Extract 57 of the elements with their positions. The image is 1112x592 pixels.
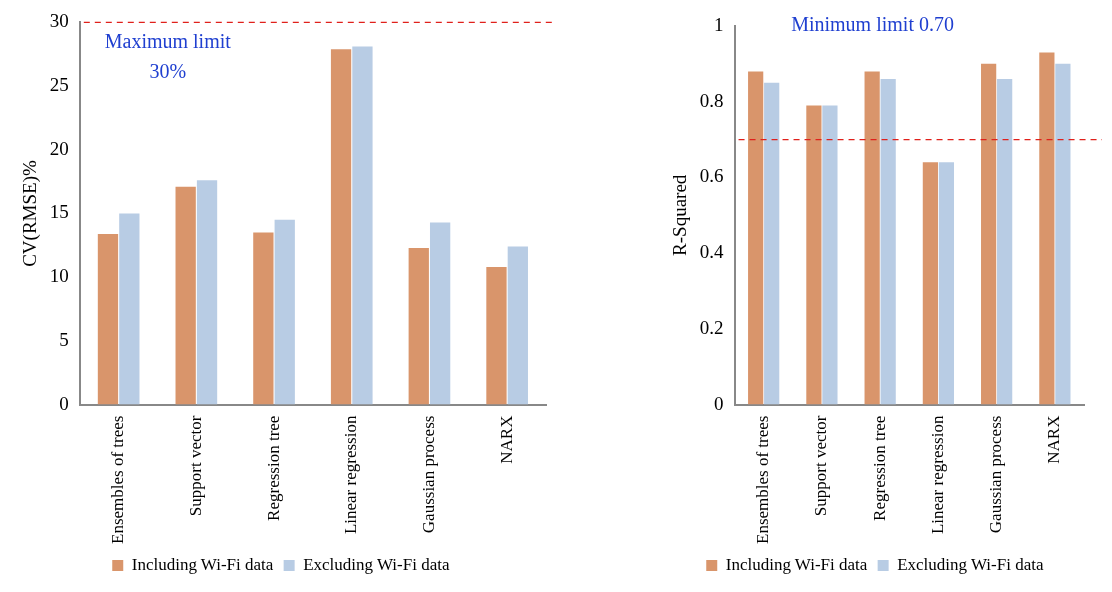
y-tick-label: 25 [49,74,69,96]
bar [880,79,896,405]
y-axis-title: R-Squared [669,174,691,256]
bar [1039,52,1055,405]
bar [175,186,196,405]
x-tick-label: Regression tree [869,415,889,521]
y-axis-title: CV(RMSE)% [19,160,42,267]
bar [806,105,822,405]
x-tick-label: Linear regression [927,415,947,535]
bar [764,82,780,405]
bar [196,180,218,405]
bar [253,232,274,405]
y-tick-label: 0.4 [699,241,725,263]
y-tick-label: 30 [49,10,69,32]
x-tick-label: Regression tree [263,415,283,521]
y-tick-label: 1 [714,13,724,35]
x-tick-label: Gaussian process [986,415,1006,534]
x-tick-label: Ensembles of trees [753,415,773,544]
bar [938,162,955,405]
bar [274,219,295,405]
bar [97,233,119,405]
x-tick-label: Ensembles of trees [108,415,128,544]
x-tick-label: NARX [496,415,516,464]
y-tick-label: 0.6 [699,165,724,187]
legend-label: Excluding Wi-Fi data [303,554,450,574]
bar [864,71,880,405]
bar [119,213,140,405]
bar [330,49,352,405]
bar [922,162,938,405]
x-tick-label: Support vector [185,415,205,517]
y-tick-label: 0 [714,392,724,414]
bar [822,105,838,405]
legend-label: Excluding Wi-Fi data [897,554,1044,574]
bar [507,246,528,405]
y-tick-label: 5 [59,328,69,350]
bar [352,46,373,405]
bar [408,247,429,405]
y-tick-label: 0.2 [699,316,724,338]
y-tick-label: 20 [49,137,69,159]
x-tick-label: NARX [1044,415,1064,464]
legend-label: Including Wi-Fi data [131,554,274,574]
bar [429,222,451,405]
annotation: Minimum limit 0.70 [791,13,954,36]
bar [1055,63,1071,405]
y-tick-label: 0.8 [699,89,724,111]
annotation: Maximum limit 30% [104,29,232,82]
x-tick-label: Linear regression [341,415,361,535]
legend-label: Including Wi-Fi data [725,554,868,574]
bar [486,267,507,405]
x-tick-label: Gaussian process [418,415,438,534]
bar [748,71,764,405]
bar [997,79,1013,405]
y-tick-label: 15 [49,201,69,223]
y-tick-label: 10 [49,265,69,287]
y-tick-label: 0 [59,392,69,414]
x-tick-label: Support vector [811,415,831,517]
bar [981,63,997,405]
